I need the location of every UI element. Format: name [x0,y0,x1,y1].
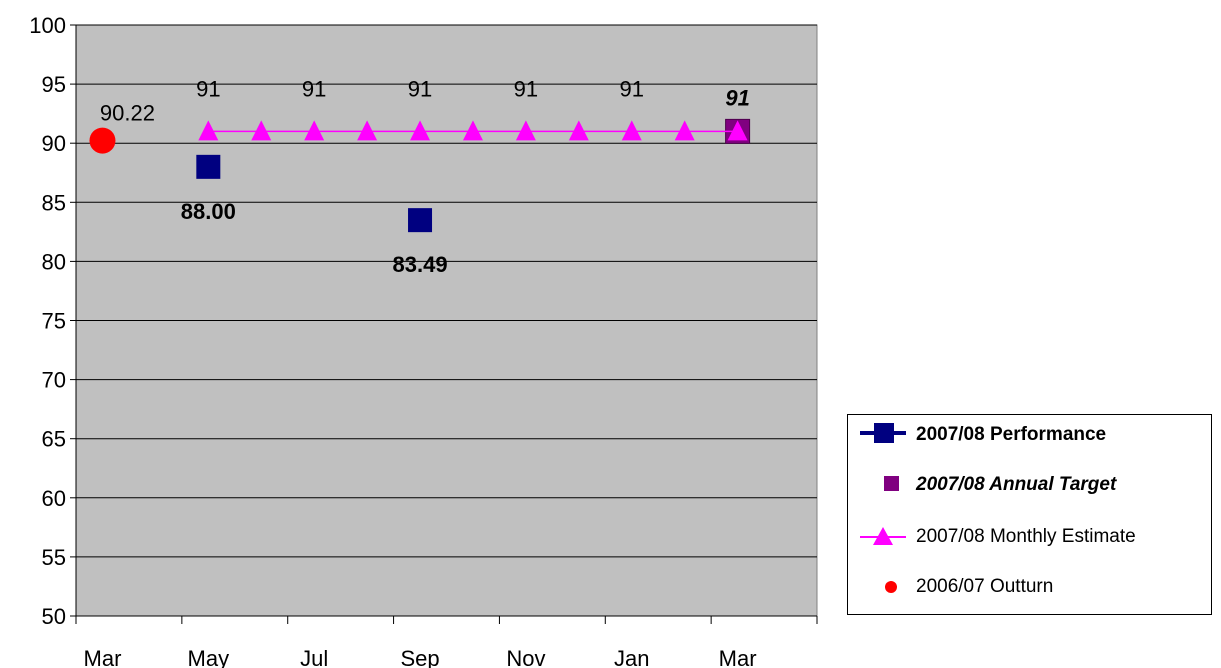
series-2006-07-outturn [89,127,116,154]
x-tick-label: Sep [400,646,439,668]
y-axis-ticks: 50 55 60 65 70 75 80 85 90 95 100 [29,13,66,629]
legend-item-outturn: 2006/07 Outturn [848,567,1211,607]
data-label: 91 [408,76,432,101]
legend-label-outturn: 2006/07 Outturn [916,576,1054,597]
data-point [568,120,589,141]
x-tick-label: Mar [719,646,757,668]
data-point [304,120,325,141]
data-labels: 88.00 83.49 91 91 91 91 91 91 90.22 [100,76,750,277]
data-label: 90.22 [100,101,155,126]
legend-square-icon [884,476,899,491]
data-label: 91 [620,76,644,101]
y-tick-label: 95 [42,72,66,97]
legend-item-monthly-estimate: 2007/08 Monthly Estimate [848,517,1211,557]
data-point [89,127,116,154]
legend-circle-icon [885,581,897,593]
data-label: 91 [725,85,749,110]
x-tick-label: Nov [506,646,545,668]
data-point [621,120,642,141]
data-point [251,120,272,141]
data-label: 91 [302,76,326,101]
y-tick-label: 50 [42,604,66,629]
gridlines [76,24,817,558]
axes [70,24,818,624]
data-label: 91 [514,76,538,101]
legend-item-performance: 2007/08 Performance [848,415,1211,455]
data-label: 88.00 [181,199,236,224]
data-point [196,154,221,179]
data-label: 83.49 [393,252,448,277]
y-tick-label: 75 [42,309,66,334]
data-point [198,120,219,141]
data-point [410,120,431,141]
legend-label-annual-target: 2007/08 Annual Target [916,474,1117,495]
data-point [462,120,483,141]
x-tick-label: Mar [84,646,122,668]
y-tick-label: 70 [42,368,66,393]
y-tick-label: 85 [42,190,66,215]
y-tick-label: 90 [42,131,66,156]
y-tick-label: 65 [42,427,66,452]
legend: 2007/08 Performance 2007/08 Annual Targe… [847,414,1212,615]
x-tick-label: May [188,646,230,668]
y-tick-label: 60 [42,486,66,511]
data-point [674,120,695,141]
series-2007-08-performance [196,154,433,233]
y-tick-label: 100 [29,13,66,38]
x-tick-label: Jul [300,646,328,668]
data-point [357,120,378,141]
data-point [408,208,433,233]
legend-triangle-line-icon [860,527,906,545]
x-tick-label: Jan [614,646,649,668]
data-point [727,120,748,141]
data-label: 91 [196,76,220,101]
x-axis-ticks: Mar May Jul Sep Nov Jan Mar [84,646,757,668]
y-tick-label: 80 [42,249,66,274]
legend-label-performance: 2007/08 Performance [916,424,1107,445]
series-2007-08-monthly-estimate [198,120,748,141]
y-tick-label: 55 [42,545,66,570]
legend-item-annual-target: 2007/08 Annual Target [848,465,1211,505]
data-point [515,120,536,141]
legend-square-line-icon [860,423,906,443]
series-layer [89,118,751,233]
legend-label-monthly-estimate: 2007/08 Monthly Estimate [916,526,1136,547]
